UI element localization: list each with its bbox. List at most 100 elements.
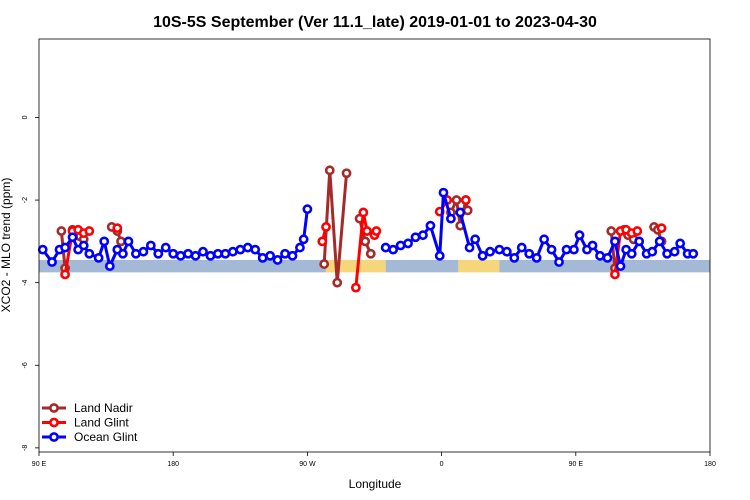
data-point — [287, 250, 298, 261]
data-point — [615, 261, 626, 272]
series-land-glint — [60, 195, 667, 293]
data-point — [610, 236, 620, 247]
chart-title: 10S-5S September (Ver 11.1_late) 2019-01… — [153, 14, 597, 31]
data-point — [626, 248, 637, 259]
data-point — [272, 255, 283, 265]
plot-frame — [38, 38, 711, 453]
data-point — [669, 246, 680, 257]
data-point — [365, 248, 376, 259]
data-point — [546, 244, 557, 255]
data-point — [183, 248, 194, 259]
data-point — [93, 252, 104, 263]
data-point — [112, 223, 123, 234]
band-segment-5 — [499, 259, 710, 273]
data-point — [632, 226, 643, 236]
y-tick-label: -8 — [22, 445, 29, 451]
data-point — [464, 242, 475, 253]
x-tick-label: 180 — [167, 461, 179, 468]
band-segment-0 — [39, 259, 327, 273]
x-axis-ticks: 90 E 180 90 W 0 90 E 180 — [32, 452, 716, 468]
legend-label: Ocean Glint — [74, 430, 138, 444]
data-point — [205, 250, 216, 261]
data-point — [388, 244, 399, 255]
x-tick-label: 90 W — [299, 461, 316, 468]
legend-item: Land Nadir — [42, 401, 133, 415]
data-point — [501, 246, 512, 257]
data-point — [302, 204, 313, 215]
data-point — [295, 242, 305, 253]
data-point — [460, 195, 471, 205]
data-point — [60, 269, 70, 280]
data-point — [298, 234, 309, 245]
data-point — [410, 232, 421, 243]
data-point — [160, 242, 171, 253]
data-point — [425, 220, 436, 231]
x-axis-label: Longitude — [349, 477, 402, 491]
data-point — [56, 226, 67, 236]
data-point — [610, 269, 620, 280]
data-point — [360, 236, 371, 247]
data-point — [168, 248, 179, 259]
data-point — [138, 246, 149, 257]
x-tick-label: 0 — [440, 461, 444, 468]
data-point — [602, 252, 613, 263]
y-axis-ticks: 0 -2 -4 -6 -8 — [22, 115, 39, 451]
data-point — [509, 252, 520, 263]
data-point — [662, 248, 673, 259]
data-point — [190, 250, 201, 261]
data-point — [280, 248, 290, 259]
data-point — [227, 246, 238, 257]
data-point — [531, 252, 542, 263]
data-point — [606, 226, 617, 236]
data-point — [574, 230, 585, 241]
data-point — [477, 250, 488, 261]
legend-marker — [49, 403, 59, 413]
x-tick-label: 90 E — [32, 461, 47, 468]
data-point — [434, 250, 445, 261]
data-point — [446, 213, 456, 224]
data-point — [60, 242, 70, 253]
legend-item: Land Glint — [42, 416, 129, 430]
data-point — [131, 248, 141, 259]
data-point — [554, 257, 564, 267]
data-point — [84, 226, 95, 236]
data-point — [104, 261, 115, 272]
band-segment-3 — [385, 259, 459, 273]
data-point — [67, 232, 78, 243]
y-axis-label: XCO2 - MLO trend (ppm) — [0, 178, 13, 313]
data-point — [235, 244, 246, 255]
data-point — [371, 226, 382, 236]
data-point — [539, 234, 550, 245]
data-point — [395, 240, 406, 251]
legend-item: Ocean Glint — [42, 430, 138, 444]
data-point — [47, 257, 57, 267]
data-point — [321, 222, 331, 232]
data-point — [350, 282, 361, 293]
data-point — [198, 246, 208, 257]
data-point — [403, 238, 413, 249]
y-tick-label: -4 — [22, 279, 29, 285]
data-point — [116, 236, 126, 247]
data-point — [341, 168, 352, 179]
data-point — [470, 234, 481, 245]
data-point — [319, 259, 330, 269]
data-point — [451, 195, 462, 205]
data-point — [213, 248, 223, 259]
data-point — [317, 236, 328, 247]
data-point — [99, 236, 110, 247]
data-point — [123, 236, 134, 247]
legend-marker — [49, 417, 59, 428]
legend-label: Land Nadir — [74, 401, 133, 415]
data-point — [84, 248, 95, 259]
x-tick-label: 90 E — [569, 461, 584, 468]
data-point — [358, 207, 369, 218]
data-point — [117, 248, 128, 259]
data-point — [634, 236, 645, 247]
data-point — [595, 250, 605, 261]
series-layer — [37, 165, 699, 293]
data-point — [242, 242, 253, 253]
data-point — [462, 205, 473, 216]
data-point — [380, 242, 391, 253]
data-point — [250, 244, 261, 255]
